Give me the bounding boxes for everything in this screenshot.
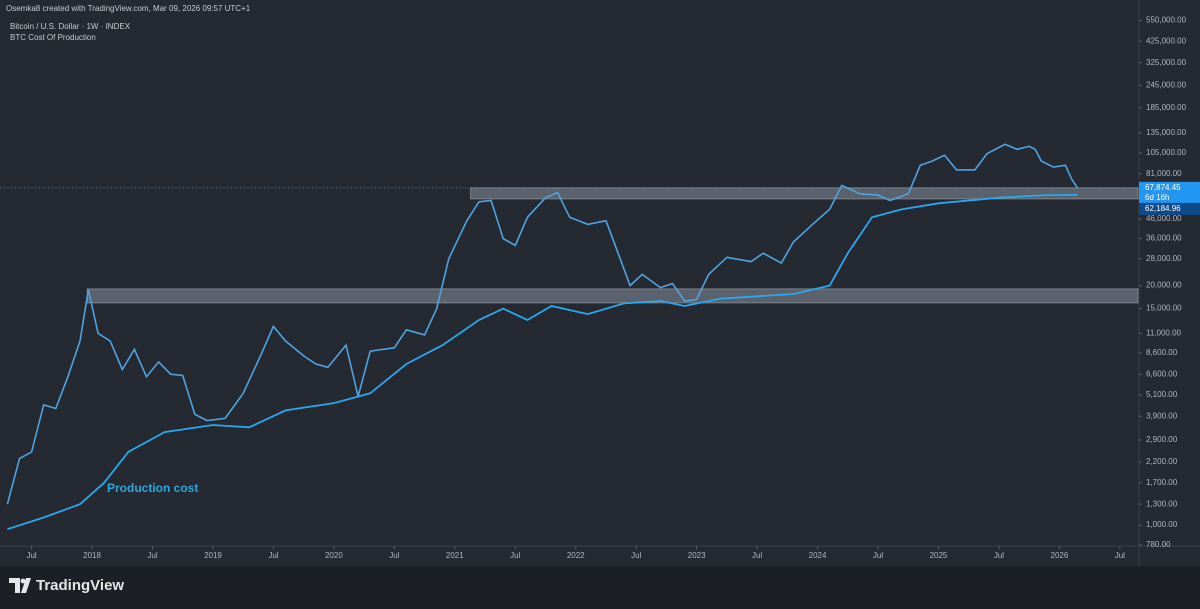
resistance-zone bbox=[86, 288, 1139, 304]
y-tick-label: 1,300.00 bbox=[1146, 499, 1178, 508]
y-tick-label: 550,000.00 bbox=[1146, 16, 1187, 25]
y-tick-label: 1,000.00 bbox=[1146, 520, 1178, 529]
x-tick-label: Jul bbox=[268, 551, 278, 560]
chart-background bbox=[0, 0, 1200, 566]
y-tick-label: 5,100.00 bbox=[1146, 390, 1178, 399]
price-label: 67,874.45 bbox=[1145, 183, 1181, 192]
tradingview-logo bbox=[9, 578, 31, 593]
y-tick-label: 780.00 bbox=[1146, 540, 1171, 549]
x-tick-label: 2026 bbox=[1051, 551, 1069, 560]
x-tick-label: Jul bbox=[1115, 551, 1125, 560]
series-line bbox=[6, 143, 1079, 505]
x-tick-label: 2020 bbox=[325, 551, 343, 560]
logo-mark bbox=[9, 578, 31, 593]
y-tick-label: 11,000.00 bbox=[1146, 329, 1182, 338]
x-tick-label: 2021 bbox=[446, 551, 464, 560]
y-tick-label: 20,000.00 bbox=[1146, 281, 1182, 290]
y-tick-label: 8,600.00 bbox=[1146, 348, 1178, 357]
y-tick-label: 81,000.00 bbox=[1146, 169, 1182, 178]
y-tick-label: 105,000.00 bbox=[1146, 148, 1187, 157]
cost-label-box bbox=[1139, 202, 1200, 215]
x-tick-label: Jul bbox=[631, 551, 641, 560]
y-tick-label: 28,000.00 bbox=[1146, 254, 1182, 263]
footer-background bbox=[0, 566, 1200, 604]
brand: TradingView bbox=[36, 577, 124, 594]
logo-dot bbox=[20, 578, 26, 584]
y-tick-label: 3,900.00 bbox=[1146, 411, 1178, 420]
cost-label: 62,184.96 bbox=[1145, 204, 1181, 213]
y-tick-label: 36,000.00 bbox=[1146, 234, 1182, 243]
x-tick-label: Jul bbox=[26, 551, 36, 560]
x-tick-label: Jul bbox=[873, 551, 883, 560]
series-line bbox=[7, 194, 1078, 531]
price-label-box bbox=[1139, 181, 1200, 204]
countdown: 6d 16h bbox=[1145, 193, 1169, 202]
x-tick-label: 2025 bbox=[930, 551, 948, 560]
x-tick-label: Jul bbox=[147, 551, 157, 560]
chart-title: Bitcoin / U.S. Dollar · 1W · INDEX bbox=[10, 22, 131, 31]
y-tick-label: 1,700.00 bbox=[1146, 478, 1178, 487]
y-tick-label: 46,000.00 bbox=[1146, 214, 1182, 223]
y-tick-label: 2,900.00 bbox=[1146, 435, 1178, 444]
x-tick-label: 2022 bbox=[567, 551, 585, 560]
x-tick-label: Jul bbox=[389, 551, 399, 560]
x-tick-label: 2019 bbox=[204, 551, 222, 560]
x-tick-label: 2024 bbox=[809, 551, 827, 560]
x-tick-label: Jul bbox=[752, 551, 762, 560]
x-tick-label: 2018 bbox=[83, 551, 101, 560]
y-tick-label: 15,000.00 bbox=[1146, 304, 1182, 313]
y-tick-label: 135,000.00 bbox=[1146, 128, 1187, 137]
y-tick-label: 425,000.00 bbox=[1146, 36, 1187, 45]
attribution: Osemka8 created with TradingView.com, Ma… bbox=[6, 4, 251, 13]
resistance-zone bbox=[470, 187, 1139, 200]
y-tick-label: 2,200.00 bbox=[1146, 457, 1178, 466]
y-tick-label: 245,000.00 bbox=[1146, 80, 1187, 89]
y-tick-label: 325,000.00 bbox=[1146, 58, 1187, 67]
indicator-name: BTC Cost Of Production bbox=[10, 33, 96, 42]
annotation: Production cost bbox=[107, 481, 198, 495]
y-tick-label: 6,600.00 bbox=[1146, 369, 1178, 378]
x-tick-label: 2023 bbox=[688, 551, 706, 560]
x-tick-label: Jul bbox=[994, 551, 1004, 560]
y-tick-label: 185,000.00 bbox=[1146, 103, 1187, 112]
x-tick-label: Jul bbox=[510, 551, 520, 560]
